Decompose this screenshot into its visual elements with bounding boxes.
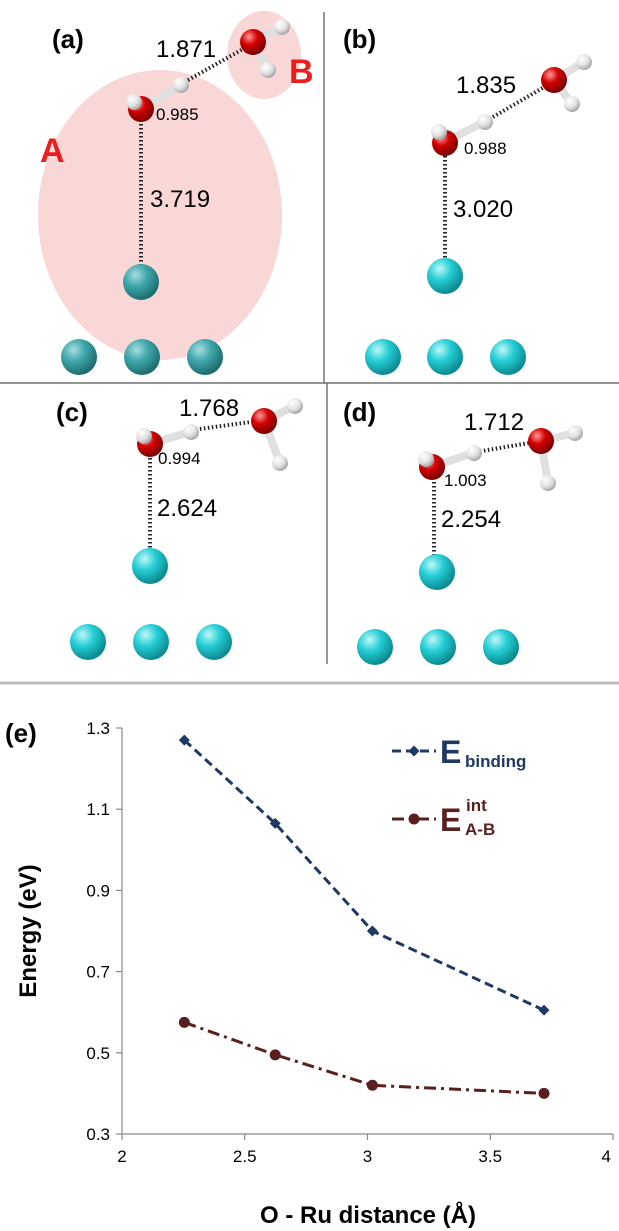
hydrogen-bond-distance: 1.871 [156, 36, 216, 63]
hydrogen-bond-line [180, 42, 253, 86]
region-a-label: A [40, 132, 65, 170]
data-point [366, 1079, 378, 1091]
x-tick-label: 3.5 [478, 1147, 502, 1166]
panel-e-label: (e) [5, 718, 37, 748]
legend-subscript: A-B [465, 820, 495, 839]
region-b-label: B [289, 53, 314, 91]
panel-d-label: (d) [343, 397, 376, 427]
ruthenium-atom [70, 624, 106, 660]
ruthenium-atom [427, 258, 463, 294]
panel-b: (b) 1.835 0.988 3.020 [343, 24, 592, 375]
panel-a: A B (a) 1.871 0.985 3.719 [38, 11, 314, 375]
series-line-0 [183, 739, 545, 1012]
x-axis-label: O - Ru distance (Å) [260, 1201, 476, 1229]
legend-superscript: int [466, 796, 487, 815]
ruthenium-atom [357, 629, 393, 665]
hydrogen-atom [287, 398, 303, 414]
y-tick-label: 0.7 [86, 963, 110, 982]
ruthenium-atom [420, 629, 456, 665]
oxygen-atom [240, 29, 266, 55]
oh-bond-length: 1.003 [444, 471, 487, 490]
panel-a-label: (a) [52, 24, 84, 54]
data-point [538, 1004, 550, 1016]
legend-label: E [440, 802, 461, 838]
hydrogen-atom [183, 424, 199, 440]
o-ru-distance: 2.624 [157, 495, 217, 522]
hydrogen-atom [418, 451, 434, 467]
panel-c: (c) 1.768 0.994 2.624 [56, 395, 303, 660]
region-a-shading [38, 70, 282, 360]
series-line-1 [183, 1020, 545, 1095]
y-axis-label: Energy (eV) [15, 864, 42, 997]
ruthenium-atom [483, 629, 519, 665]
x-tick-label: 2.5 [233, 1147, 257, 1166]
oxygen-atom [251, 408, 277, 434]
o-ru-distance: 2.254 [441, 506, 501, 533]
data-point [178, 734, 190, 746]
ruthenium-atom [196, 624, 232, 660]
hydrogen-atom [466, 445, 482, 461]
oh-bond-length: 0.988 [464, 139, 507, 158]
ruthenium-atom [187, 339, 223, 375]
hydrogen-atom [431, 124, 447, 140]
legend-label: E [440, 734, 461, 770]
y-tick-label: 0.9 [86, 881, 110, 900]
hydrogen-atom [477, 114, 493, 130]
data-point [269, 1049, 281, 1061]
ruthenium-atom [427, 339, 463, 375]
ruthenium-atom [365, 339, 401, 375]
data-point [538, 1087, 550, 1099]
panel-c-label: (c) [56, 397, 88, 427]
ruthenium-atom [490, 339, 526, 375]
x-tick-label: 4 [602, 1147, 611, 1166]
y-tick-label: 1.1 [86, 800, 110, 819]
hydrogen-bond-line [191, 419, 259, 432]
o-ru-distance: 3.719 [150, 186, 210, 213]
x-tick-label: 2 [117, 1147, 126, 1166]
data-point [178, 1016, 190, 1028]
panel-b-label: (b) [343, 24, 376, 54]
oxygen-atom [528, 428, 554, 454]
ruthenium-atom [123, 264, 159, 300]
y-tick-label: 0.5 [86, 1044, 110, 1063]
legend-subscript: binding [465, 752, 526, 771]
energy-chart: (e) 0.3 0.5 0.7 0.9 1.1 1.3 2 2.5 3 3.5 4 O - Ru … [5, 718, 614, 1229]
hydrogen-bond-distance: 1.712 [464, 409, 524, 436]
ruthenium-atom [133, 624, 169, 660]
legend-marker [408, 813, 420, 825]
ruthenium-atom [61, 339, 97, 375]
legend-marker [408, 745, 420, 757]
ruthenium-atom [419, 554, 455, 590]
x-tick-label: 3 [363, 1147, 372, 1166]
hydrogen-atom [173, 77, 189, 93]
oxygen-atom [541, 67, 567, 93]
hydrogen-bond-distance: 1.768 [179, 395, 239, 422]
hydrogen-atom [576, 54, 592, 70]
hydrogen-atom [274, 19, 290, 35]
hydrogen-atom [567, 425, 583, 441]
hydrogen-atom [540, 475, 556, 491]
y-tick-label: 1.3 [86, 719, 110, 738]
oh-bond-length: 0.994 [158, 449, 201, 468]
ruthenium-atom [132, 548, 168, 584]
hydrogen-atom [272, 455, 288, 471]
hydrogen-atom [126, 94, 142, 110]
hydrogen-atom [260, 62, 276, 78]
hydrogen-bond-line [475, 440, 536, 454]
o-ru-distance: 3.020 [453, 196, 513, 223]
panel-d: (d) 1.712 1.003 2.254 [343, 397, 583, 665]
ruthenium-atom [124, 339, 160, 375]
oh-bond-length: 0.985 [156, 105, 199, 124]
hydrogen-bond-distance: 1.835 [456, 72, 516, 99]
hydrogen-atom [136, 428, 152, 444]
data-point [269, 817, 281, 829]
y-tick-label: 0.3 [86, 1125, 110, 1144]
data-point [366, 925, 378, 937]
hydrogen-atom [564, 96, 580, 112]
